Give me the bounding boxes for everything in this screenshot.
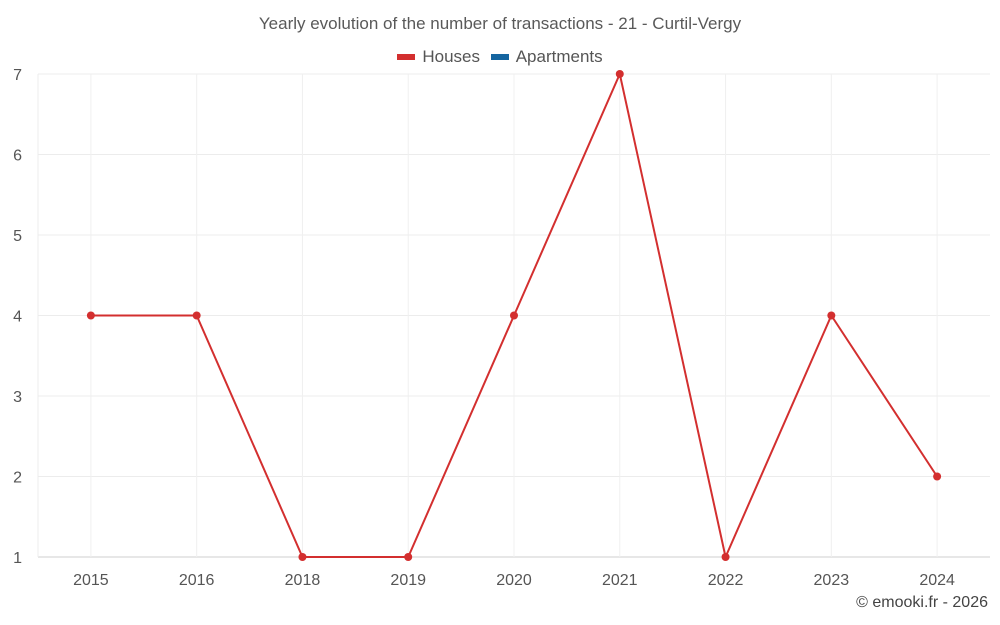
x-tick-label: 2016 xyxy=(179,572,215,589)
y-tick-label: 7 xyxy=(13,67,22,84)
x-tick-label: 2023 xyxy=(814,572,850,589)
y-tick-label: 3 xyxy=(13,389,22,406)
legend-item-apartments[interactable]: Apartments xyxy=(490,47,603,67)
legend-swatch-apartments xyxy=(490,54,509,60)
x-tick-label: 2019 xyxy=(390,572,426,589)
data-point xyxy=(615,70,624,78)
data-point xyxy=(298,553,307,561)
x-tick-label: 2015 xyxy=(73,572,109,589)
data-point xyxy=(827,311,836,320)
x-tick-label: 2021 xyxy=(602,572,638,589)
legend-item-houses[interactable]: Houses xyxy=(397,47,480,67)
x-tick-label: 2024 xyxy=(919,572,955,589)
chart-legend: Houses Apartments xyxy=(0,45,1000,67)
x-tick-label: 2018 xyxy=(285,572,321,589)
data-point xyxy=(510,311,518,320)
data-point xyxy=(721,553,730,561)
legend-label-apartments: Apartments xyxy=(515,47,603,66)
data-point xyxy=(86,311,95,320)
legend-label-houses: Houses xyxy=(422,47,480,66)
data-point xyxy=(192,311,201,320)
y-tick-label: 5 xyxy=(13,228,22,245)
legend-swatch-houses xyxy=(397,54,416,60)
y-tick-label: 1 xyxy=(13,550,22,567)
y-tick-label: 2 xyxy=(13,470,22,487)
chart-title: Yearly evolution of the number of transa… xyxy=(258,14,742,33)
x-tick-label: 2020 xyxy=(496,572,532,589)
credit-text: © emooki.fr - 2026 xyxy=(856,594,988,611)
y-tick-label: 6 xyxy=(13,148,22,165)
data-point xyxy=(404,553,413,561)
x-tick-label: 2022 xyxy=(708,572,744,589)
data-point xyxy=(933,472,942,481)
y-tick-label: 4 xyxy=(13,309,22,326)
